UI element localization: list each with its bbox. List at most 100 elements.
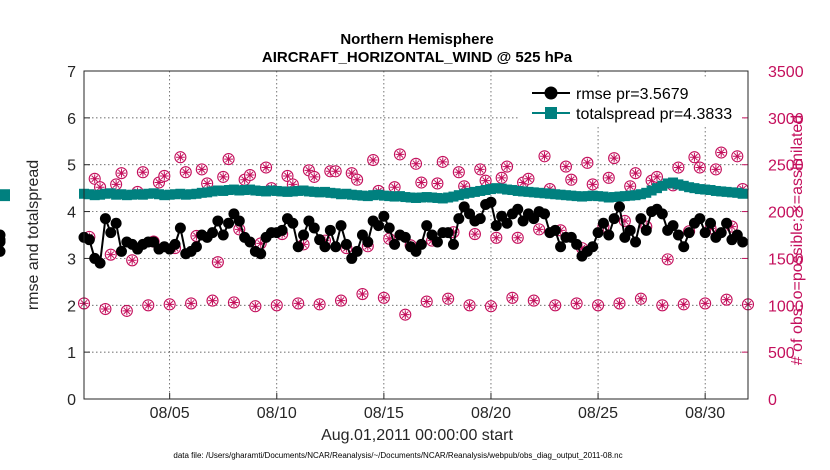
obs-assimilated-asterisk	[647, 176, 657, 186]
totalspread-point	[127, 189, 138, 200]
obs-assimilated-asterisk	[245, 170, 255, 180]
totalspread-point	[480, 185, 491, 196]
x-tick-label: 08/25	[578, 405, 618, 422]
x-tick-label: 08/15	[364, 405, 404, 422]
obs-assimilated-asterisk	[470, 229, 480, 239]
totalspread-point	[416, 192, 427, 203]
legend-totalspread-marker	[545, 107, 557, 119]
totalspread-point	[502, 184, 513, 195]
obs-assimilated-asterisk	[229, 298, 239, 307]
rmse-point	[721, 217, 733, 229]
rmse-point	[83, 234, 95, 246]
rmse-point	[603, 229, 615, 241]
totalspread-point	[646, 185, 657, 196]
obs-assimilated-asterisk	[438, 157, 448, 167]
totalspread-point	[261, 186, 272, 197]
totalspread-point	[603, 192, 614, 203]
rmse-point	[672, 229, 684, 241]
totalspread-point	[303, 186, 314, 197]
obs-count-marker	[206, 294, 219, 307]
totalspread-point	[314, 187, 325, 198]
legend-rmse-marker	[544, 86, 558, 100]
rmse-point	[421, 220, 433, 232]
obs-assimilated-asterisk	[433, 179, 442, 188]
rmse-point	[255, 248, 267, 260]
data-file-footnote: data file: /Users/gharamti/Documents/NCA…	[173, 451, 622, 460]
obs-assimilated-asterisk	[566, 175, 576, 185]
totalspread-point	[341, 188, 352, 199]
obs-assimilated-asterisk	[101, 304, 110, 314]
rmse-point	[244, 236, 256, 248]
rmse-point	[630, 236, 642, 248]
rmse-point	[169, 238, 181, 250]
obs-count-marker	[163, 298, 176, 311]
obs-assimilated-asterisk	[673, 163, 683, 172]
x-axis-label: Aug.01,2011 00:00:00 start	[321, 427, 513, 444]
totalspread-point	[405, 192, 416, 203]
obs-count-marker	[709, 163, 722, 176]
totalspread-point	[373, 189, 384, 200]
legend-totalspread-label: totalspread pr=4.3833	[576, 106, 732, 123]
obs-assimilated-asterisk	[711, 165, 721, 174]
rmse-point	[362, 236, 374, 248]
obs-count-marker	[243, 168, 257, 182]
rmse-point	[705, 217, 717, 229]
totalspread-point	[287, 186, 298, 197]
obs-count-marker	[211, 256, 224, 269]
rmse-point	[276, 224, 288, 236]
obs-count-marker	[399, 308, 412, 321]
rmse-point	[378, 210, 390, 222]
obs-assimilated-asterisk	[299, 239, 308, 249]
totalspread-point	[298, 185, 309, 196]
obs-assimilated-asterisk	[427, 236, 437, 246]
totalspread-point	[0, 191, 10, 202]
chart-subtitle: AIRCRAFT_HORIZONTAL_WIND @ 525 hPa	[262, 49, 573, 66]
obs-assimilated-asterisk	[331, 166, 341, 176]
obs-count-marker	[634, 292, 647, 305]
obs-assimilated-asterisk	[122, 306, 132, 316]
rmse-point	[415, 238, 427, 250]
obs-count-marker	[152, 176, 166, 189]
totalspread-point	[539, 188, 550, 199]
totalspread-point	[641, 187, 652, 198]
obs-assimilated-asterisk	[561, 162, 571, 171]
obs-assimilated-asterisk	[256, 239, 266, 248]
rmse-point	[501, 217, 513, 229]
obs-assimilated-asterisk	[700, 299, 710, 308]
obs-count-marker	[672, 161, 685, 174]
rmse-point	[383, 222, 395, 234]
obs-assimilated-asterisk	[502, 162, 512, 171]
totalspread-point	[689, 183, 700, 194]
totalspread-point	[464, 187, 475, 198]
obs-assimilated-asterisk	[593, 300, 603, 310]
obs-assimilated-asterisk	[497, 173, 507, 183]
rmse-point	[207, 227, 219, 239]
y-tick-label: 2	[67, 298, 76, 315]
obs-assimilated-asterisk	[95, 182, 105, 192]
totalspread-point	[325, 187, 336, 198]
y-right-axis-label: # of obs: o=possible; ×=assimilated	[789, 115, 806, 365]
y-right-tick-label: 2000	[768, 205, 804, 222]
obs-count-marker	[249, 300, 262, 313]
y-tick-label: 7	[67, 64, 76, 81]
obs-assimilated-asterisk	[234, 224, 244, 234]
obs-assimilated-asterisk	[609, 153, 619, 163]
totalspread-point	[694, 184, 705, 195]
obs-assimilated-asterisk	[631, 168, 640, 178]
obs-assimilated-asterisk	[481, 176, 491, 186]
obs-assimilated-asterisk	[652, 172, 662, 182]
rmse-point	[298, 229, 310, 241]
obs-assimilated-asterisk	[347, 168, 357, 178]
totalspread-point	[170, 189, 181, 200]
totalspread-point	[346, 189, 357, 200]
totalspread-point	[239, 185, 250, 196]
totalspread-point	[164, 189, 175, 200]
obs-assimilated-asterisk	[186, 299, 196, 308]
obs-assimilated-asterisk	[390, 182, 399, 192]
totalspread-point	[309, 186, 320, 197]
totalspread-point	[518, 186, 529, 197]
obs-count-marker	[490, 231, 503, 244]
totalspread-point	[657, 180, 668, 191]
obs-count-marker	[185, 297, 198, 310]
rmse-point	[324, 224, 336, 236]
